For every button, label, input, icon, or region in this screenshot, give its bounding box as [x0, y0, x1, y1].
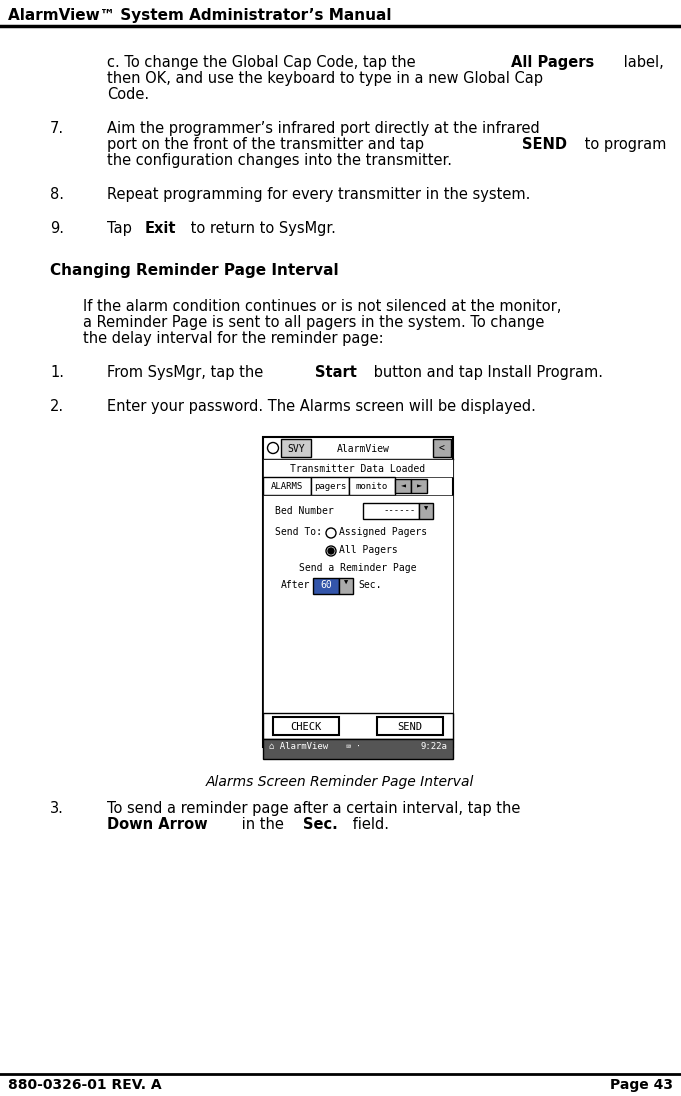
- Text: All Pagers: All Pagers: [511, 55, 595, 70]
- Text: Assigned Pagers: Assigned Pagers: [339, 527, 427, 537]
- Text: Repeat programming for every transmitter in the system.: Repeat programming for every transmitter…: [107, 187, 530, 202]
- Bar: [311, 477, 349, 495]
- Bar: [273, 717, 339, 735]
- Text: Alarms Screen Reminder Page Interval: Alarms Screen Reminder Page Interval: [206, 775, 474, 789]
- Text: Enter your password. The Alarms screen will be displayed.: Enter your password. The Alarms screen w…: [107, 399, 536, 414]
- Text: CHECK: CHECK: [290, 722, 321, 732]
- Text: monito: monito: [356, 482, 388, 491]
- Text: Transmitter Data Loaded: Transmitter Data Loaded: [290, 464, 426, 473]
- Bar: [281, 439, 311, 457]
- Text: pagers: pagers: [314, 482, 346, 491]
- Text: 1.: 1.: [50, 365, 64, 380]
- Text: Bed Number: Bed Number: [275, 506, 334, 516]
- Text: <: <: [439, 444, 445, 454]
- Bar: [263, 459, 453, 477]
- Text: If the alarm condition continues or is not silenced at the monitor,: If the alarm condition continues or is n…: [83, 299, 561, 313]
- Text: port on the front of the transmitter and tap: port on the front of the transmitter and…: [107, 137, 428, 152]
- Text: c. To change the Global Cap Code, tap the: c. To change the Global Cap Code, tap th…: [107, 55, 420, 70]
- Text: a Reminder Page is sent to all pagers in the system. To change: a Reminder Page is sent to all pagers in…: [83, 315, 544, 330]
- Bar: [263, 437, 453, 747]
- Text: Sec.: Sec.: [358, 580, 381, 590]
- Text: To send a reminder page after a certain interval, tap the: To send a reminder page after a certain …: [107, 801, 520, 817]
- Text: 3.: 3.: [50, 801, 64, 817]
- Bar: [419, 503, 433, 520]
- Text: Sec.: Sec.: [303, 817, 338, 832]
- Text: SEND: SEND: [398, 722, 422, 732]
- Bar: [411, 479, 427, 493]
- Text: After: After: [281, 580, 311, 590]
- Text: Exit: Exit: [145, 221, 176, 236]
- Bar: [263, 495, 453, 713]
- Text: 2.: 2.: [50, 399, 64, 414]
- Text: in the: in the: [237, 817, 288, 832]
- Text: AlarmView: AlarmView: [336, 444, 390, 454]
- Text: button and tap Install Program.: button and tap Install Program.: [368, 365, 603, 380]
- Text: From SysMgr, tap the: From SysMgr, tap the: [107, 365, 268, 380]
- Bar: [363, 503, 419, 520]
- Text: then OK, and use the keyboard to type in a new Global Cap: then OK, and use the keyboard to type in…: [107, 71, 543, 85]
- Text: Down Arrow: Down Arrow: [107, 817, 208, 832]
- Bar: [263, 739, 453, 760]
- Text: Changing Reminder Page Interval: Changing Reminder Page Interval: [50, 263, 338, 278]
- Text: All Pagers: All Pagers: [339, 545, 398, 555]
- Text: 9.: 9.: [50, 221, 64, 236]
- Text: Send a Reminder Page: Send a Reminder Page: [299, 563, 417, 573]
- Text: label,: label,: [618, 55, 663, 70]
- Text: Aim the programmer’s infrared port directly at the infrared: Aim the programmer’s infrared port direc…: [107, 121, 540, 136]
- Text: ►: ►: [417, 482, 422, 491]
- Text: 60: 60: [320, 580, 332, 590]
- Text: AlarmView™ System Administrator’s Manual: AlarmView™ System Administrator’s Manual: [8, 8, 392, 23]
- Text: 9:22a: 9:22a: [420, 742, 447, 751]
- Bar: [395, 479, 411, 493]
- Text: 7.: 7.: [50, 121, 64, 136]
- Text: ⌂ AlarmView: ⌂ AlarmView: [269, 742, 328, 751]
- Bar: [263, 477, 311, 495]
- Text: Tap: Tap: [107, 221, 136, 236]
- Text: the delay interval for the reminder page:: the delay interval for the reminder page…: [83, 331, 383, 346]
- Bar: [263, 713, 453, 739]
- Text: ------: ------: [383, 506, 415, 515]
- Text: the configuration changes into the transmitter.: the configuration changes into the trans…: [107, 153, 452, 168]
- Text: 880-0326-01 REV. A: 880-0326-01 REV. A: [8, 1078, 161, 1092]
- Text: ▼: ▼: [424, 506, 428, 512]
- Bar: [339, 578, 353, 594]
- Text: 8.: 8.: [50, 187, 64, 202]
- Bar: [349, 477, 395, 495]
- Text: Code.: Code.: [107, 87, 149, 102]
- Text: ▼: ▼: [344, 580, 348, 586]
- Text: Start: Start: [315, 365, 356, 380]
- Bar: [313, 578, 339, 594]
- Text: ◄: ◄: [400, 482, 405, 491]
- Text: ALARMS: ALARMS: [271, 482, 303, 491]
- Text: ⌨ ·: ⌨ ·: [345, 742, 360, 751]
- Text: to return to SysMgr.: to return to SysMgr.: [186, 221, 336, 236]
- Bar: [377, 717, 443, 735]
- Circle shape: [328, 548, 334, 553]
- Text: SEND: SEND: [522, 137, 567, 152]
- Text: SVY: SVY: [287, 444, 305, 454]
- Bar: [433, 439, 451, 457]
- Text: to program: to program: [580, 137, 667, 152]
- Text: Send To:: Send To:: [275, 527, 322, 537]
- Text: field.: field.: [348, 817, 389, 832]
- Text: Page 43: Page 43: [610, 1078, 673, 1092]
